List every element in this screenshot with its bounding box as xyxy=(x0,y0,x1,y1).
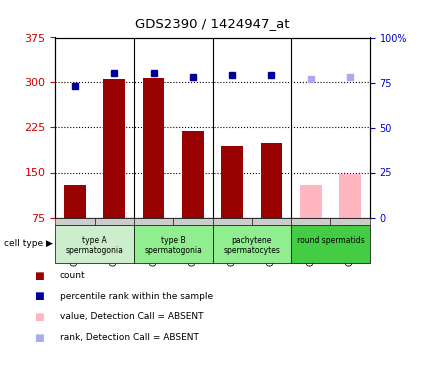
Bar xyxy=(182,130,204,218)
Text: ■: ■ xyxy=(34,333,44,342)
Text: ■: ■ xyxy=(34,291,44,301)
Text: spermatocytes: spermatocytes xyxy=(224,246,280,255)
Text: cell type ▶: cell type ▶ xyxy=(4,239,53,248)
Text: count: count xyxy=(60,271,85,280)
Text: type B: type B xyxy=(161,236,185,245)
Text: GDS2390 / 1424947_at: GDS2390 / 1424947_at xyxy=(135,17,290,30)
Text: percentile rank within the sample: percentile rank within the sample xyxy=(60,292,212,301)
Text: rank, Detection Call = ABSENT: rank, Detection Call = ABSENT xyxy=(60,333,198,342)
Text: pachytene: pachytene xyxy=(232,236,272,245)
Bar xyxy=(64,184,86,218)
Bar xyxy=(221,146,243,218)
Bar xyxy=(143,78,164,218)
Text: ■: ■ xyxy=(34,312,44,322)
Bar xyxy=(300,184,322,218)
Text: ■: ■ xyxy=(34,271,44,280)
Text: spermatogonia: spermatogonia xyxy=(144,246,202,255)
Text: type A: type A xyxy=(82,236,107,245)
Bar xyxy=(103,80,125,218)
Text: round spermatids: round spermatids xyxy=(297,236,364,245)
Text: value, Detection Call = ABSENT: value, Detection Call = ABSENT xyxy=(60,312,203,321)
Text: spermatogonia: spermatogonia xyxy=(65,246,124,255)
Bar xyxy=(339,174,361,217)
Bar xyxy=(261,142,282,218)
